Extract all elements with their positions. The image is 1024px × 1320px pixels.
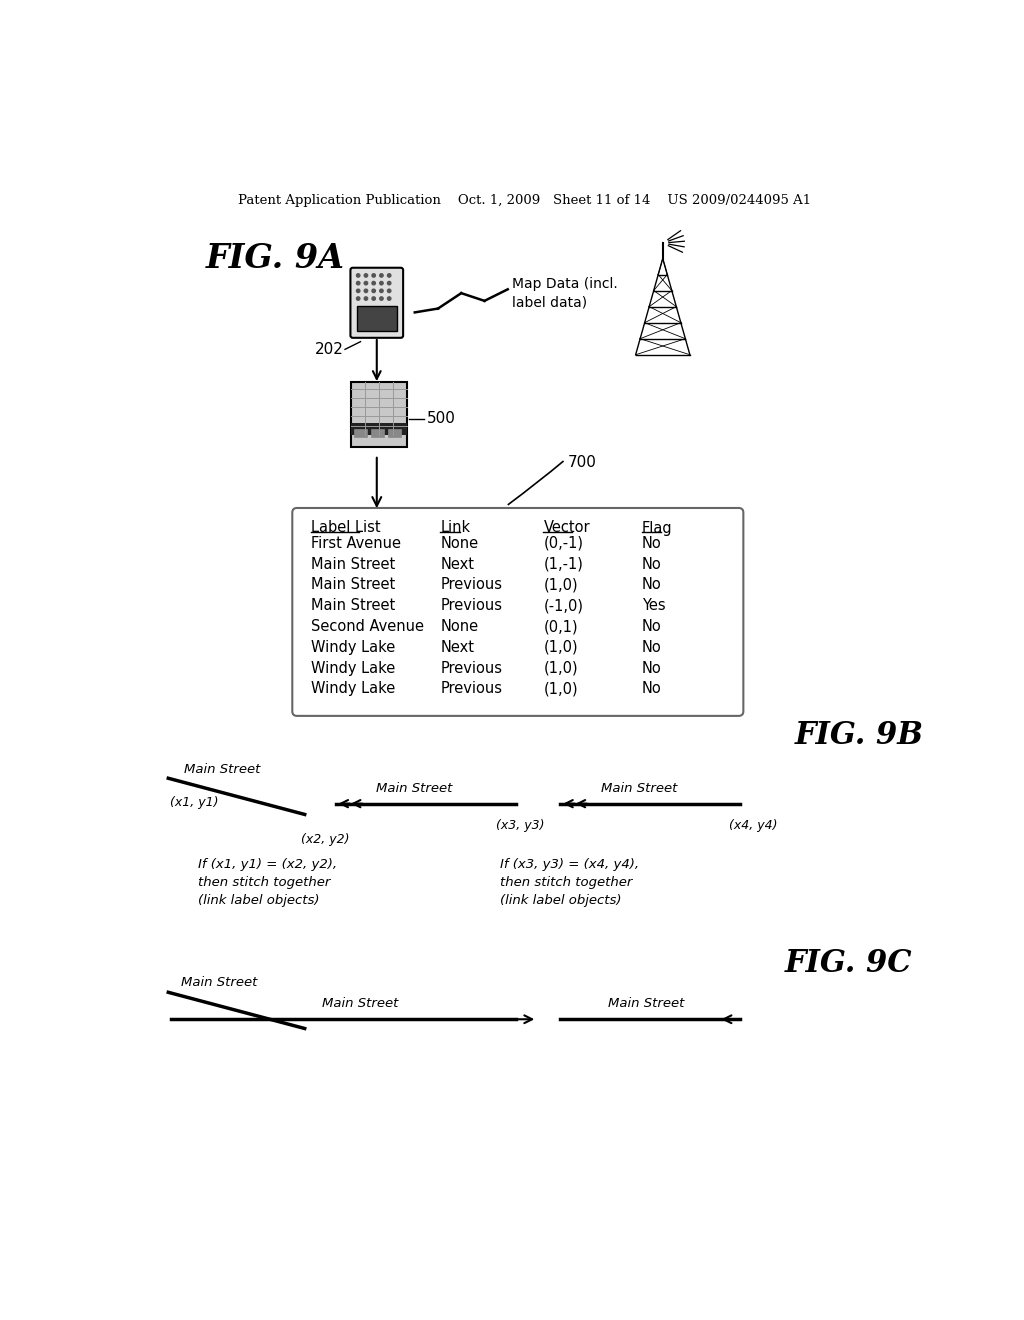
Text: Previous: Previous — [440, 660, 503, 676]
Text: Vector: Vector — [544, 520, 590, 536]
Bar — [388, 429, 400, 437]
Text: (0,-1): (0,-1) — [544, 536, 584, 550]
Circle shape — [380, 273, 383, 277]
Text: Main Street: Main Street — [180, 975, 257, 989]
Text: (x2, y2): (x2, y2) — [301, 833, 349, 846]
Text: Label List: Label List — [311, 520, 381, 536]
Text: Windy Lake: Windy Lake — [311, 660, 395, 676]
Circle shape — [356, 289, 359, 293]
Text: Main Street: Main Street — [608, 998, 685, 1010]
Circle shape — [365, 289, 368, 293]
Text: Previous: Previous — [440, 577, 503, 593]
Circle shape — [372, 289, 376, 293]
Text: Windy Lake: Windy Lake — [311, 640, 395, 655]
FancyBboxPatch shape — [292, 508, 743, 715]
Text: Previous: Previous — [440, 598, 503, 614]
Text: First Avenue: First Avenue — [311, 536, 401, 550]
Circle shape — [372, 281, 376, 285]
Text: Second Avenue: Second Avenue — [311, 619, 424, 634]
Circle shape — [387, 289, 391, 293]
Text: (1,0): (1,0) — [544, 681, 578, 697]
Text: None: None — [440, 536, 478, 550]
Circle shape — [365, 297, 368, 300]
Bar — [372, 429, 384, 437]
Text: Main Street: Main Street — [311, 577, 395, 593]
Text: (x1, y1): (x1, y1) — [170, 796, 218, 809]
Text: No: No — [642, 557, 662, 572]
Bar — [356, 306, 397, 331]
Text: FIG. 9B: FIG. 9B — [795, 721, 924, 751]
Text: Main Street: Main Street — [183, 763, 260, 776]
Text: If (x3, y3) = (x4, y4),
then stitch together
(link label objects): If (x3, y3) = (x4, y4), then stitch toge… — [500, 858, 639, 907]
Circle shape — [387, 281, 391, 285]
Bar — [351, 422, 407, 434]
Text: (1,0): (1,0) — [544, 660, 578, 676]
Circle shape — [380, 297, 383, 300]
Text: (x3, y3): (x3, y3) — [496, 818, 545, 832]
Bar — [354, 429, 367, 437]
Text: (0,1): (0,1) — [544, 619, 578, 634]
Text: (1,-1): (1,-1) — [544, 557, 584, 572]
Text: Main Street: Main Street — [322, 998, 398, 1010]
Text: 700: 700 — [568, 455, 597, 470]
Text: Map Data (incl.
label data): Map Data (incl. label data) — [512, 277, 617, 309]
Text: Previous: Previous — [440, 681, 503, 697]
Text: FIG. 9C: FIG. 9C — [785, 948, 912, 978]
Text: Main Street: Main Street — [311, 557, 395, 572]
Circle shape — [365, 281, 368, 285]
Bar — [351, 381, 407, 447]
Text: Yes: Yes — [642, 598, 666, 614]
Text: FIG. 9A: FIG. 9A — [206, 242, 344, 275]
Text: Link: Link — [440, 520, 470, 536]
Text: No: No — [642, 660, 662, 676]
Text: Next: Next — [440, 557, 474, 572]
Text: (x4, y4): (x4, y4) — [729, 818, 777, 832]
Circle shape — [356, 273, 359, 277]
FancyBboxPatch shape — [350, 268, 403, 338]
Text: No: No — [642, 536, 662, 550]
Text: No: No — [642, 619, 662, 634]
Circle shape — [372, 297, 376, 300]
Text: 500: 500 — [426, 411, 456, 426]
Text: No: No — [642, 577, 662, 593]
Circle shape — [356, 297, 359, 300]
Circle shape — [356, 281, 359, 285]
Circle shape — [387, 273, 391, 277]
Text: If (x1, y1) = (x2, y2),
then stitch together
(link label objects): If (x1, y1) = (x2, y2), then stitch toge… — [198, 858, 337, 907]
Text: Patent Application Publication    Oct. 1, 2009   Sheet 11 of 14    US 2009/02440: Patent Application Publication Oct. 1, 2… — [239, 194, 811, 207]
Text: 202: 202 — [314, 342, 343, 356]
Circle shape — [365, 273, 368, 277]
Circle shape — [380, 281, 383, 285]
Circle shape — [387, 297, 391, 300]
Text: No: No — [642, 681, 662, 697]
Text: None: None — [440, 619, 478, 634]
Text: Windy Lake: Windy Lake — [311, 681, 395, 697]
Text: Main Street: Main Street — [376, 781, 453, 795]
Text: Next: Next — [440, 640, 474, 655]
Text: (-1,0): (-1,0) — [544, 598, 584, 614]
Text: Main Street: Main Street — [601, 781, 677, 795]
Text: (1,0): (1,0) — [544, 577, 578, 593]
Text: Main Street: Main Street — [311, 598, 395, 614]
Circle shape — [380, 289, 383, 293]
Text: Flag: Flag — [642, 520, 673, 536]
Text: No: No — [642, 640, 662, 655]
Circle shape — [372, 273, 376, 277]
Text: (1,0): (1,0) — [544, 640, 578, 655]
